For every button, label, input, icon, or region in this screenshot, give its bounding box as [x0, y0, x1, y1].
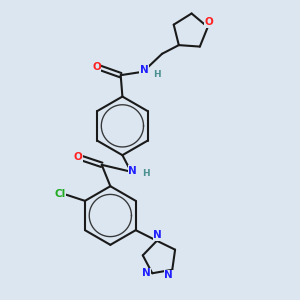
- Text: N: N: [142, 268, 151, 278]
- Text: N: N: [164, 270, 173, 280]
- Text: H: H: [142, 169, 149, 178]
- Text: O: O: [92, 61, 101, 72]
- Text: Cl: Cl: [54, 189, 65, 199]
- Text: H: H: [153, 70, 161, 79]
- Text: N: N: [128, 166, 137, 176]
- Text: N: N: [153, 230, 162, 240]
- Text: O: O: [204, 17, 213, 27]
- Text: O: O: [74, 152, 83, 162]
- Text: N: N: [140, 65, 148, 75]
